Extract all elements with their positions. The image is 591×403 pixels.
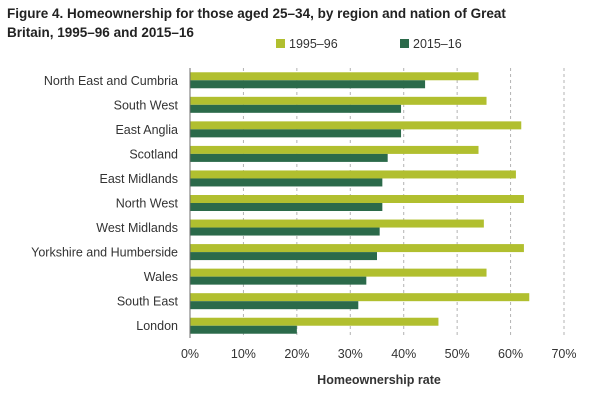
category-label: Scotland <box>129 147 178 161</box>
bar-2015-2 <box>190 129 402 138</box>
x-tick-label: 30% <box>338 347 363 361</box>
x-axis-title: Homeownership rate <box>317 373 441 387</box>
bar-1995-9 <box>190 293 530 302</box>
x-tick-label: 0% <box>181 347 199 361</box>
x-tick-label: 70% <box>551 347 576 361</box>
category-label: South East <box>117 295 179 309</box>
x-tick-label: 40% <box>391 347 416 361</box>
bar-1995-4 <box>190 170 516 179</box>
x-tick-label: 50% <box>445 347 470 361</box>
bar-1995-6 <box>190 219 484 228</box>
bar-2015-5 <box>190 203 383 211</box>
bar-2015-1 <box>190 104 402 113</box>
x-tick-label: 20% <box>284 347 309 361</box>
category-label: East Anglia <box>115 123 178 137</box>
bar-1995-10 <box>190 317 439 326</box>
x-tick-label: 10% <box>231 347 256 361</box>
bar-1995-2 <box>190 121 522 130</box>
bar-2015-9 <box>190 301 359 310</box>
category-label: Wales <box>144 270 178 284</box>
category-label: North West <box>116 197 179 211</box>
category-label: Yorkshire and Humberside <box>31 246 178 260</box>
bar-1995-3 <box>190 145 479 154</box>
bar-1995-7 <box>190 244 524 253</box>
x-tick-label: 60% <box>498 347 523 361</box>
category-label: West Midlands <box>96 221 178 235</box>
category-label: London <box>136 319 178 333</box>
legend-label-series-2015: 2015–16 <box>413 37 462 51</box>
bar-2015-0 <box>190 80 426 89</box>
bar-2015-8 <box>190 276 367 285</box>
category-label: South West <box>114 98 179 112</box>
bar-1995-0 <box>190 72 479 81</box>
legend-swatch-series-2015 <box>400 39 409 48</box>
bar-2015-7 <box>190 252 377 261</box>
legend-label-series-1995: 1995–96 <box>289 37 338 51</box>
figure-title: Figure 4. Homeownership for those aged 2… <box>7 6 506 40</box>
category-label: North East and Cumbria <box>44 74 178 88</box>
bar-2015-6 <box>190 227 380 236</box>
bar-2015-10 <box>190 325 297 334</box>
bar-2015-3 <box>190 153 388 162</box>
bar-1995-1 <box>190 96 487 105</box>
legend-swatch-series-1995 <box>276 39 285 48</box>
bar-2015-4 <box>190 178 383 187</box>
bar-1995-8 <box>190 268 487 277</box>
bar-1995-5 <box>190 195 524 203</box>
category-label: East Midlands <box>99 172 178 186</box>
